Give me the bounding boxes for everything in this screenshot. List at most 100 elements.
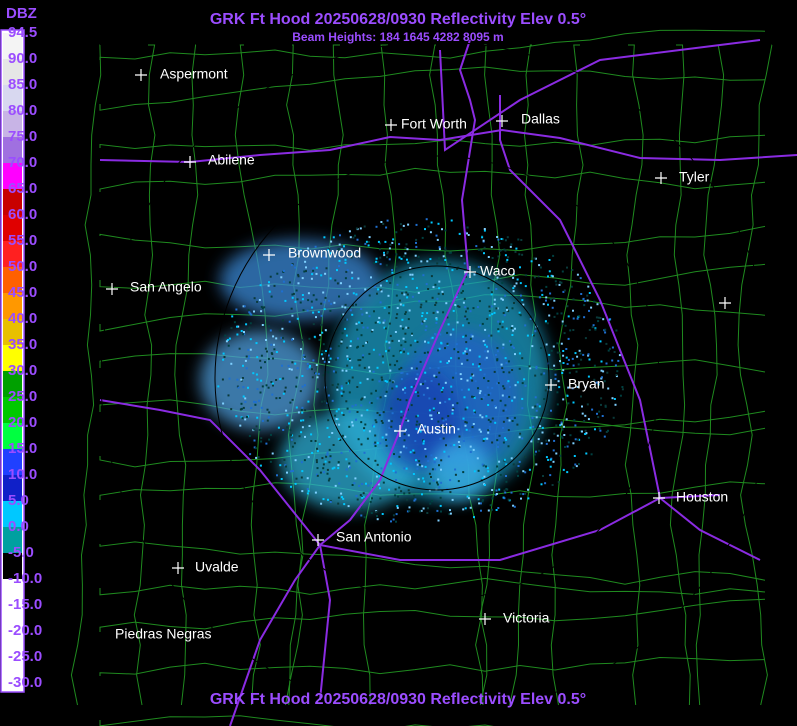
- echo-speck: [253, 297, 256, 300]
- echo-speck: [390, 407, 393, 410]
- echo-speck: [429, 502, 432, 505]
- echo-speck: [403, 439, 406, 442]
- echo-speck: [429, 258, 432, 261]
- echo-speck: [355, 303, 357, 306]
- echo-speck: [438, 464, 440, 467]
- echo-speck: [440, 341, 443, 344]
- echo-speck: [424, 425, 427, 428]
- echo-speck: [556, 312, 559, 315]
- echo-speck: [324, 329, 327, 332]
- echo-speck: [419, 360, 422, 363]
- echo-speck: [450, 357, 453, 360]
- echo-speck: [421, 493, 423, 496]
- echo-speck: [479, 390, 482, 393]
- echo-speck: [556, 403, 559, 406]
- echo-speck: [357, 277, 360, 280]
- echo-speck: [341, 411, 343, 414]
- echo-speck: [323, 256, 326, 259]
- echo-speck: [495, 509, 498, 511]
- echo-speck: [420, 322, 423, 325]
- echo-speck: [453, 348, 456, 351]
- echo-speck: [516, 423, 519, 426]
- echo-speck: [365, 240, 368, 243]
- echo-speck: [512, 273, 515, 275]
- echo-speck: [390, 420, 393, 423]
- echo-speck: [478, 392, 481, 395]
- echo-speck: [600, 369, 603, 372]
- echo-speck: [524, 384, 527, 387]
- echo-speck: [524, 492, 527, 495]
- echo-speck: [408, 506, 411, 509]
- echo-speck: [261, 419, 264, 422]
- city-label: Brownwood: [288, 245, 361, 261]
- echo-speck: [391, 339, 394, 342]
- echo-speck: [583, 316, 586, 319]
- echo-speck: [408, 492, 411, 495]
- echo-speck: [586, 294, 589, 297]
- legend-label: 70.0: [8, 154, 37, 171]
- echo-speck: [396, 360, 399, 363]
- echo-speck: [323, 400, 326, 403]
- city-label: Fort Worth: [401, 116, 467, 132]
- echo-speck: [477, 387, 479, 390]
- echo-speck: [399, 223, 402, 226]
- echo-speck: [344, 327, 346, 330]
- echo-speck: [440, 510, 442, 513]
- echo-speck: [465, 341, 468, 344]
- echo-speck: [392, 238, 395, 241]
- echo-speck: [421, 320, 424, 323]
- echo-speck: [580, 395, 582, 398]
- echo-speck: [418, 300, 421, 303]
- echo-speck: [562, 354, 565, 357]
- echo-speck: [349, 345, 352, 347]
- city-marker: [496, 115, 508, 127]
- echo-speck: [539, 425, 542, 428]
- echo-speck: [337, 464, 340, 467]
- echo-speck: [487, 429, 490, 432]
- echo-speck: [497, 507, 500, 509]
- echo-speck: [256, 356, 259, 359]
- echo-speck: [455, 348, 458, 351]
- echo-speck: [383, 306, 386, 309]
- echo-speck: [506, 488, 509, 491]
- echo-speck: [321, 350, 324, 353]
- echo-speck: [395, 479, 397, 481]
- echo-speck: [436, 262, 439, 265]
- echo-speck: [521, 382, 524, 385]
- legend-swatch: [3, 371, 22, 397]
- echo-speck: [559, 362, 562, 365]
- echo-speck: [312, 359, 315, 362]
- echo-speck: [505, 361, 508, 364]
- echo-speck: [290, 470, 293, 473]
- echo-speck: [548, 270, 551, 273]
- echo-speck: [395, 294, 398, 297]
- echo-speck: [241, 377, 244, 379]
- legend-swatch: [3, 215, 22, 241]
- echo-speck: [261, 307, 264, 310]
- echo-speck: [249, 312, 252, 315]
- echo-speck: [501, 367, 504, 370]
- echo-speck: [382, 223, 385, 225]
- echo-speck: [547, 275, 549, 278]
- echo-speck: [562, 290, 565, 293]
- echo-speck: [496, 276, 499, 279]
- legend-label: 75.0: [8, 128, 37, 145]
- echo-speck: [518, 460, 521, 463]
- echo-speck: [307, 456, 310, 459]
- echo-speck: [301, 411, 304, 414]
- echo-speck: [324, 350, 327, 352]
- echo-speck: [511, 334, 514, 336]
- echo-speck: [481, 499, 484, 501]
- echo-speck: [451, 404, 454, 407]
- echo-speck: [334, 423, 337, 426]
- echo-speck: [472, 374, 475, 377]
- echo-speck: [545, 456, 548, 459]
- echo-speck: [439, 333, 442, 336]
- echo-speck: [366, 326, 369, 329]
- echo-speck: [300, 431, 303, 434]
- echo-speck: [566, 266, 568, 269]
- highway: [99, 128, 797, 164]
- echo-speck: [488, 314, 491, 317]
- echo-speck: [394, 488, 397, 491]
- echo-speck: [544, 320, 547, 323]
